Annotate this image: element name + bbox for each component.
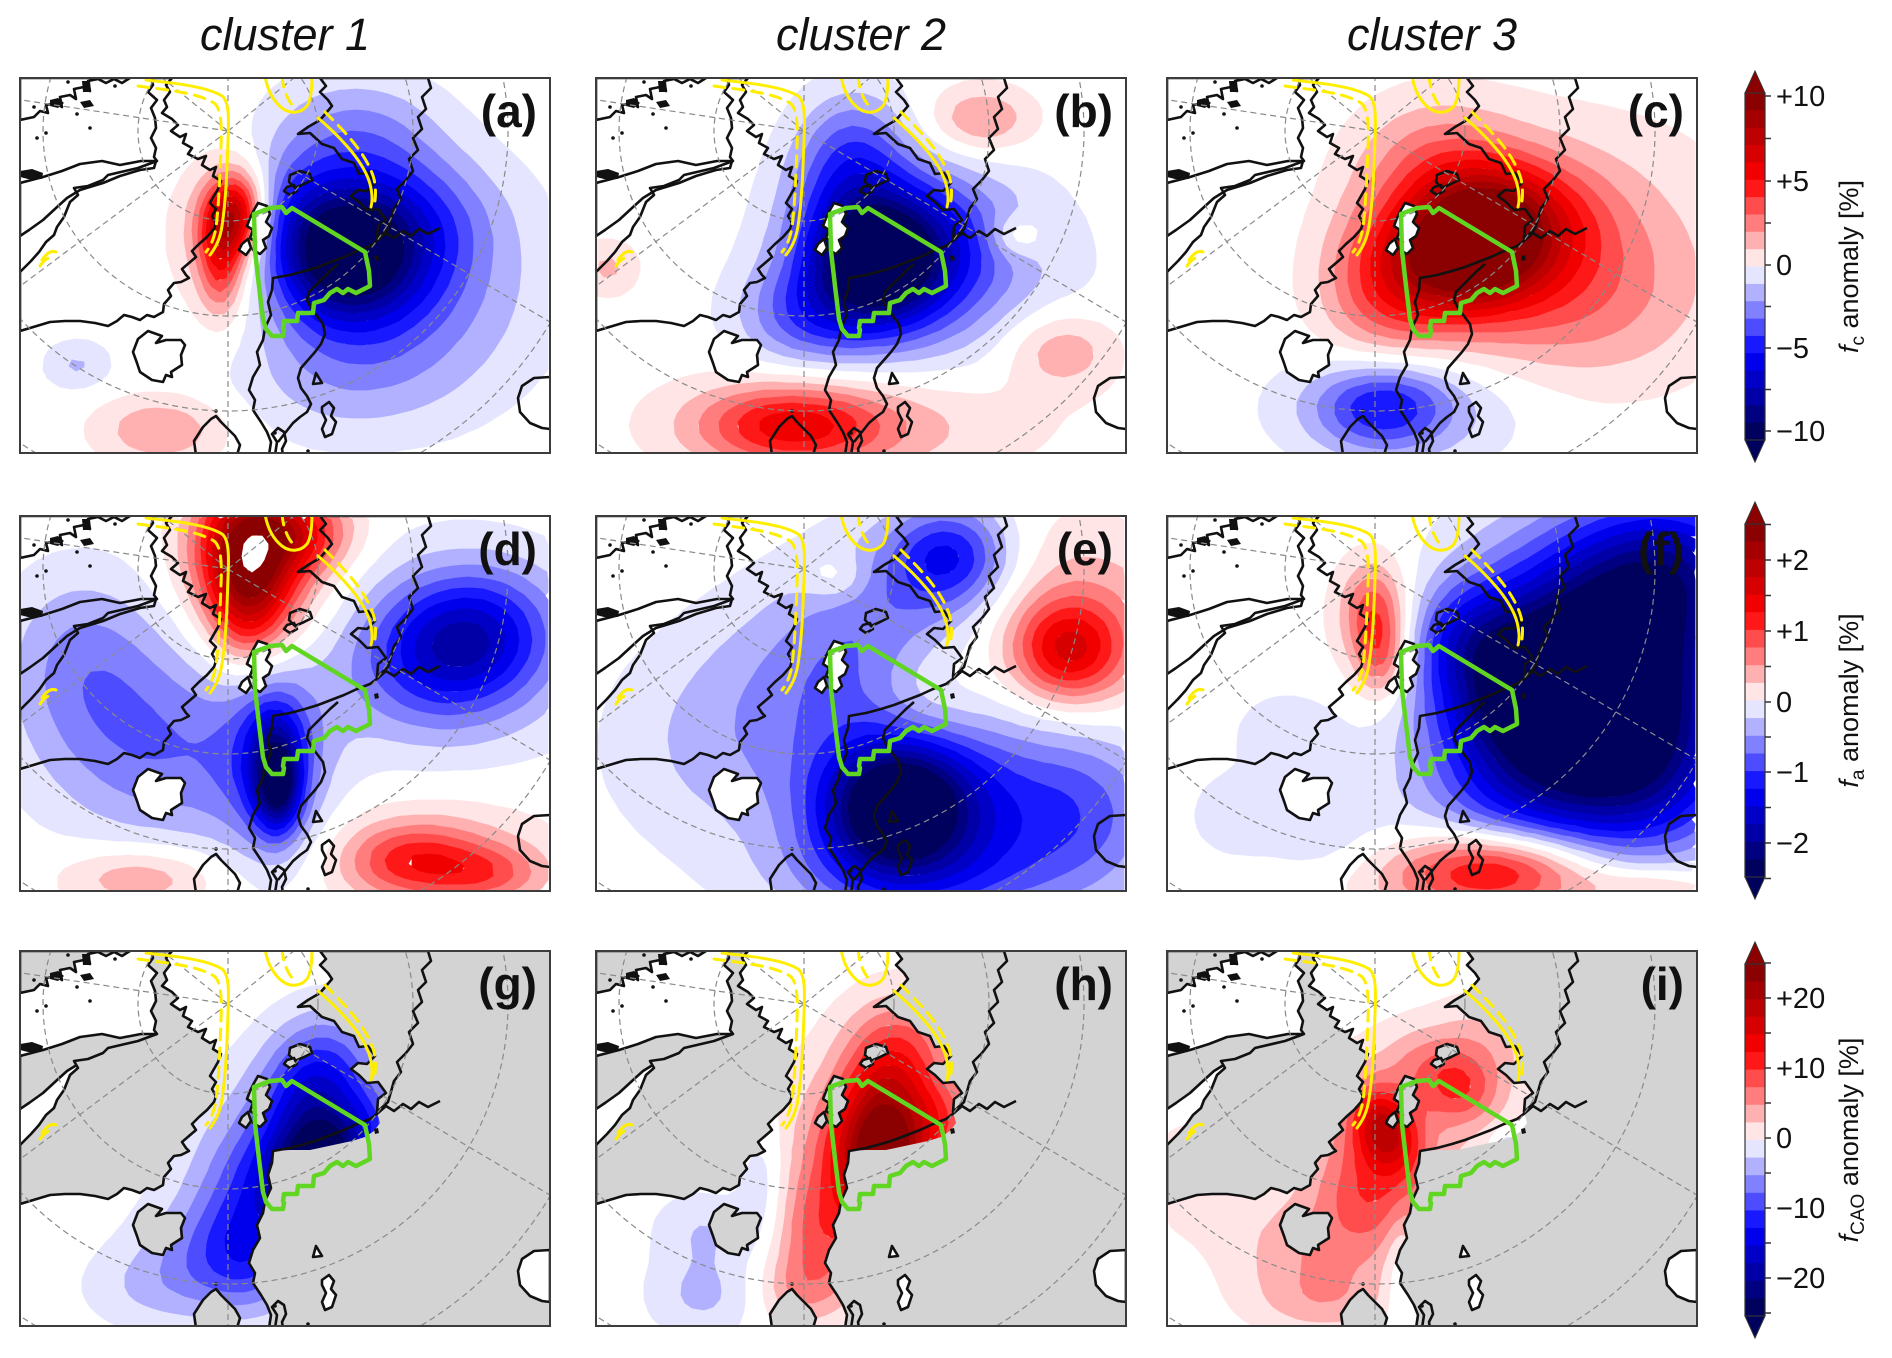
svg-text:0: 0 (1776, 687, 1792, 719)
svg-text:fc anomaly [%]: fc anomaly [%] (1834, 180, 1869, 353)
svg-text:cluster 2: cluster 2 (776, 9, 946, 60)
svg-text:−10: −10 (1776, 416, 1825, 448)
svg-text:(g): (g) (478, 958, 537, 1010)
svg-text:(f): (f) (1638, 523, 1684, 575)
svg-text:cluster 3: cluster 3 (1347, 9, 1517, 60)
svg-text:−10: −10 (1776, 1193, 1825, 1225)
svg-text:(a): (a) (481, 85, 537, 137)
svg-text:+20: +20 (1776, 983, 1825, 1015)
svg-text:+2: +2 (1776, 545, 1809, 577)
svg-text:(c): (c) (1628, 85, 1684, 137)
svg-text:−1: −1 (1776, 757, 1809, 789)
svg-text:(h): (h) (1054, 958, 1113, 1010)
svg-text:(d): (d) (478, 523, 537, 575)
svg-text:0: 0 (1776, 1123, 1792, 1155)
svg-text:cluster 1: cluster 1 (200, 9, 370, 60)
svg-text:−20: −20 (1776, 1263, 1825, 1295)
svg-text:(b): (b) (1054, 85, 1113, 137)
svg-text:+10: +10 (1776, 81, 1825, 113)
svg-text:−2: −2 (1776, 828, 1809, 860)
svg-text:(i): (i) (1641, 958, 1684, 1010)
svg-text:fCAO anomaly [%]: fCAO anomaly [%] (1834, 1038, 1869, 1243)
svg-text:+10: +10 (1776, 1053, 1825, 1085)
svg-text:−5: −5 (1776, 333, 1809, 365)
svg-text:+1: +1 (1776, 616, 1809, 648)
svg-text:(e): (e) (1057, 523, 1113, 575)
svg-text:+5: +5 (1776, 166, 1809, 198)
svg-text:fa anomaly [%]: fa anomaly [%] (1834, 613, 1869, 787)
svg-text:0: 0 (1776, 250, 1792, 282)
